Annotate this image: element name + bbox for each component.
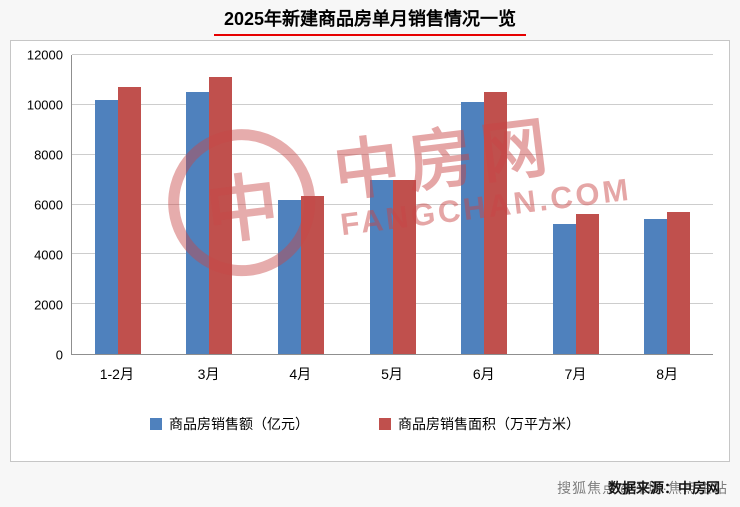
bar-sales-amount xyxy=(461,102,485,354)
x-tick-label: 5月 xyxy=(381,366,403,382)
data-source-label: 数据来源：中房网 xyxy=(608,480,720,496)
bar-group xyxy=(164,55,256,354)
legend-swatch-icon xyxy=(379,418,391,430)
gridline xyxy=(72,153,713,155)
bar-group xyxy=(530,55,622,354)
bar-sales-area xyxy=(484,92,508,354)
x-axis-labels: 1-2月 3月 4月 5月 6月 7月 8月 xyxy=(71,355,713,384)
legend-label: 商品房销售额（亿元） xyxy=(169,416,309,432)
plot-area: 中 中房网 FANGCHAN.COM xyxy=(71,54,713,355)
chart-title: 2025年新建商品房单月销售情况一览 xyxy=(213,5,527,36)
bar-sales-amount xyxy=(186,92,210,354)
legend-swatch-icon xyxy=(150,418,162,430)
y-tick-label: 8000 xyxy=(34,147,63,163)
bar-group xyxy=(72,55,164,354)
y-tick-label: 10000 xyxy=(26,97,63,113)
y-tick-label: 12000 xyxy=(26,47,63,63)
y-tick-label: 0 xyxy=(55,347,63,363)
bar-sales-area xyxy=(209,77,233,354)
title-row: 2025年新建商品房单月销售情况一览 xyxy=(0,0,740,37)
x-tick-label: 7月 xyxy=(564,366,587,382)
y-tick-label: 6000 xyxy=(34,197,63,213)
x-tick-label: 8月 xyxy=(656,366,679,382)
bar-sales-amount xyxy=(644,219,668,354)
bar-group xyxy=(438,55,530,354)
gridline xyxy=(72,103,713,105)
y-tick-label: 4000 xyxy=(34,247,63,263)
bar-series xyxy=(72,55,713,354)
legend: 商品房销售额（亿元） 商品房销售面积（万平方米） xyxy=(17,414,713,434)
bar-sales-amount xyxy=(94,99,118,354)
x-tick-label: 3月 xyxy=(197,366,220,382)
bar-group xyxy=(255,55,347,354)
bar-sales-amount xyxy=(277,199,301,354)
y-axis: 0 2000 4000 6000 8000 10000 12000 xyxy=(17,48,71,363)
plot-wrap: 0 2000 4000 6000 8000 10000 12000 中 中房网 FANGCH… xyxy=(17,48,713,363)
gridline xyxy=(72,54,713,55)
y-tick-label: 2000 xyxy=(34,297,63,313)
legend-item: 商品房销售额（亿元） xyxy=(150,414,309,434)
x-tick-label: 4月 xyxy=(289,366,312,382)
legend-label: 商品房销售面积（万平方米） xyxy=(398,416,580,432)
x-tick-label: 6月 xyxy=(472,366,495,382)
x-tick-label: 1-2月 xyxy=(99,366,134,382)
bar-sales-area xyxy=(575,214,599,354)
bar-sales-area xyxy=(300,195,324,354)
bar-sales-area xyxy=(667,211,691,354)
chart-container: 0 2000 4000 6000 8000 10000 12000 中 中房网 FANGCH… xyxy=(10,40,730,462)
bar-sales-amount xyxy=(369,179,393,354)
bar-group xyxy=(621,55,713,354)
bar-sales-area xyxy=(392,179,416,354)
bar-sales-amount xyxy=(552,224,576,354)
bar-group xyxy=(347,55,439,354)
footer-watermark: 搜狐焦点@深圳·焦点主站 xyxy=(557,480,728,496)
bar-sales-area xyxy=(117,87,141,354)
footer: 数据来源：中房网 搜狐焦点@深圳·焦点主站 xyxy=(557,478,727,498)
legend-item: 商品房销售面积（万平方米） xyxy=(379,414,580,434)
